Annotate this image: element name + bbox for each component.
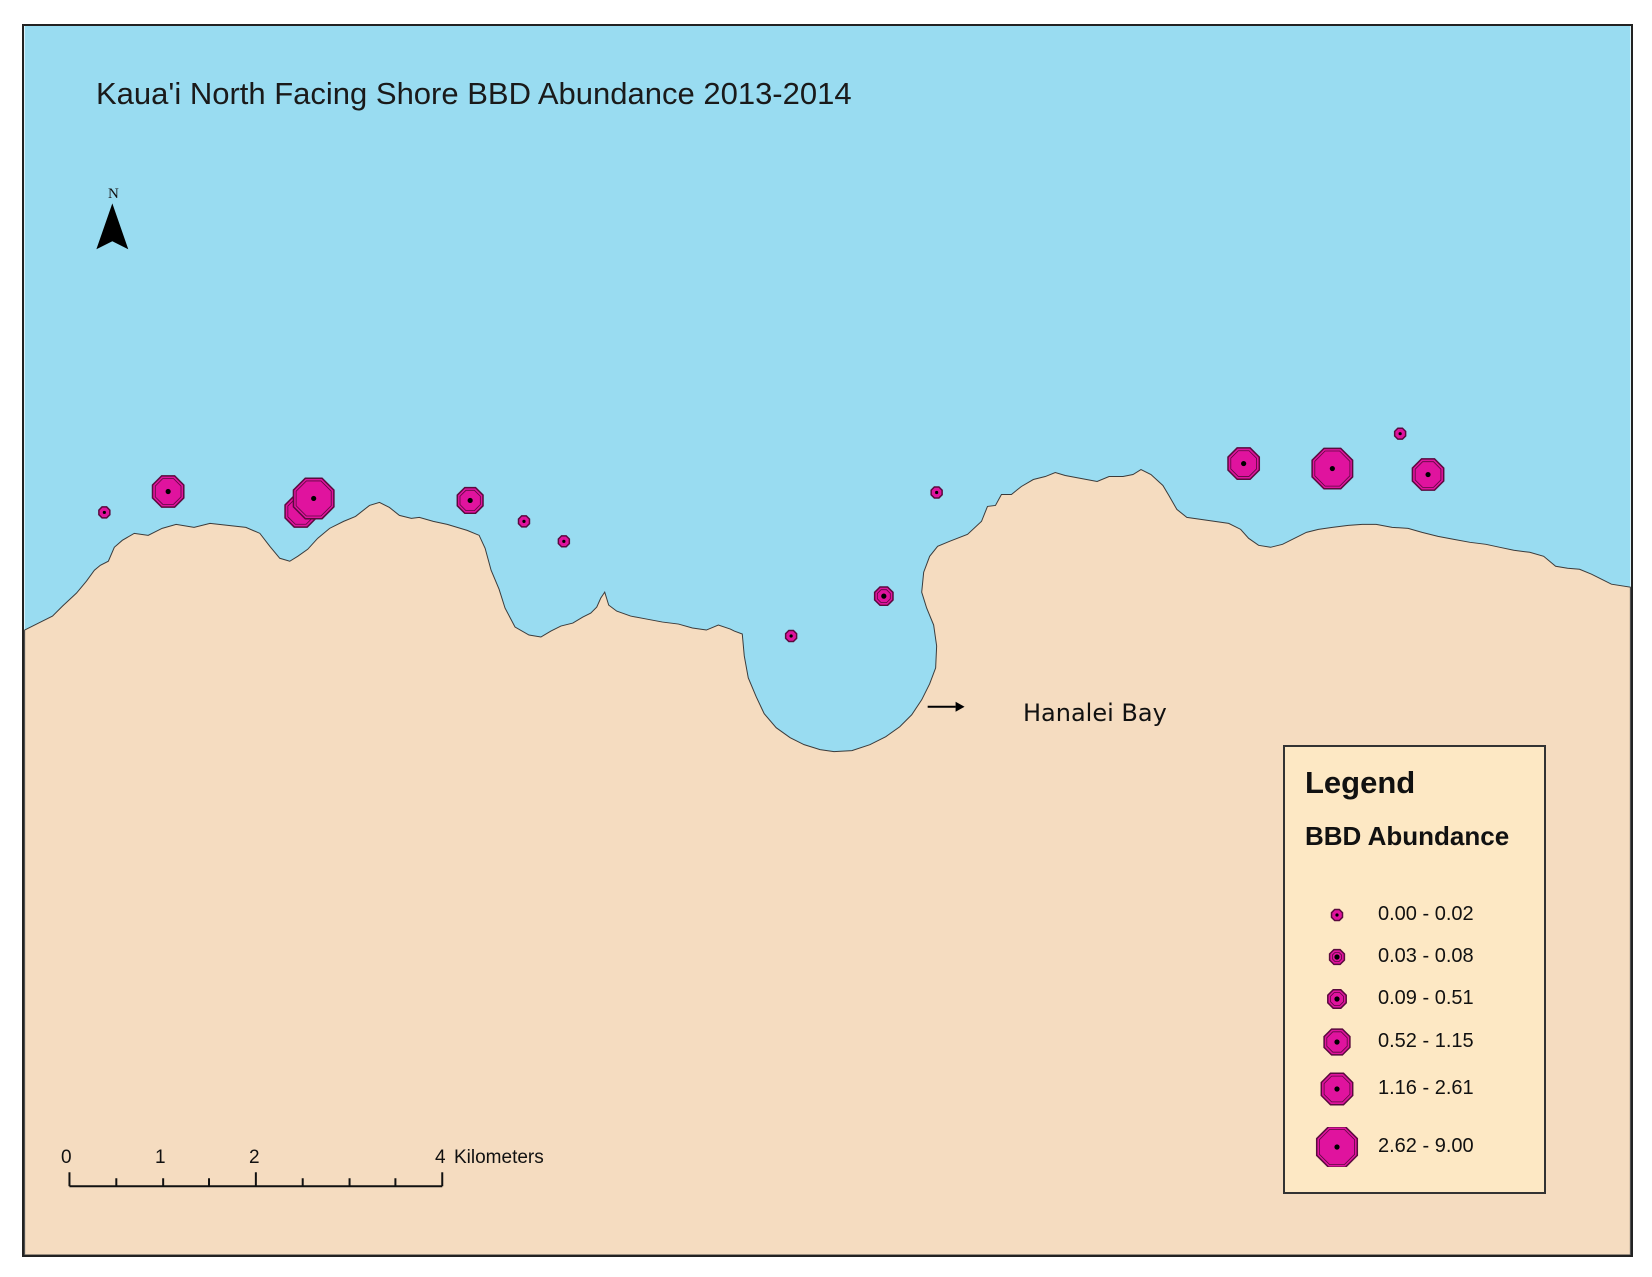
scale-tick-1: 1 <box>155 1147 166 1168</box>
site-marker <box>1393 427 1407 440</box>
legend-marker <box>1320 1072 1354 1106</box>
hanalei-bay-label: Hanalei Bay <box>1023 699 1167 727</box>
legend-item-label: 0.03 - 0.08 <box>1378 945 1474 967</box>
legend-item-label: 0.09 - 0.51 <box>1378 987 1474 1009</box>
site-marker <box>557 535 571 548</box>
scale-tick-0: 0 <box>61 1147 72 1168</box>
octagon-marker-icon <box>1323 1028 1351 1056</box>
legend-item-label: 2.62 - 9.00 <box>1378 1135 1474 1157</box>
legend-marker <box>1323 1028 1351 1056</box>
north-arrow-icon <box>96 203 129 250</box>
legend-item: 1.16 - 2.61 <box>1285 1069 1544 1109</box>
site-marker <box>456 486 484 515</box>
north-label: N <box>108 186 119 202</box>
legend-item: 0.00 - 0.02 <box>1285 895 1544 935</box>
site-marker <box>517 515 531 528</box>
legend-marker <box>1330 908 1344 922</box>
octagon-marker-icon <box>1328 948 1346 966</box>
legend-marker <box>1328 948 1346 966</box>
site-marker <box>1227 447 1261 480</box>
legend-item: 0.52 - 1.15 <box>1285 1022 1544 1062</box>
scale-tick-4: 4 <box>435 1147 446 1168</box>
site-marker <box>1411 458 1445 491</box>
land-mass <box>24 468 1631 1255</box>
legend-item-label: 1.16 - 2.61 <box>1378 1077 1474 1099</box>
legend-item: 0.09 - 0.51 <box>1285 979 1544 1019</box>
octagon-marker-icon <box>1320 1072 1354 1106</box>
octagon-marker-icon <box>1327 989 1347 1009</box>
legend-panel: Legend BBD Abundance 0.00 - 0.02 0.03 - … <box>1283 745 1546 1194</box>
site-marker <box>151 475 185 508</box>
legend-subtitle: BBD Abundance <box>1305 821 1510 851</box>
octagon-marker-icon <box>1315 1127 1359 1167</box>
site-marker <box>98 506 111 519</box>
site-marker <box>292 477 335 520</box>
site-marker <box>873 586 894 607</box>
hanalei-bay-arrow <box>927 701 965 712</box>
legend-item: 2.62 - 9.00 <box>1285 1127 1544 1167</box>
survey-sites <box>98 427 1445 643</box>
scale-bar <box>68 1172 444 1188</box>
scale-unit: Kilometers <box>454 1147 544 1168</box>
legend-item-label: 0.00 - 0.02 <box>1378 903 1474 925</box>
legend-marker <box>1315 1127 1359 1167</box>
octagon-marker-icon <box>1330 908 1344 922</box>
site-marker <box>784 629 798 643</box>
site-marker <box>1311 447 1354 490</box>
legend-item-label: 0.52 - 1.15 <box>1378 1030 1474 1052</box>
legend-title: Legend <box>1305 765 1416 800</box>
map-title: Kaua'i North Facing Shore BBD Abundance … <box>96 76 852 111</box>
scale-tick-2: 2 <box>249 1147 260 1168</box>
legend-marker <box>1327 989 1347 1009</box>
site-marker <box>930 486 943 499</box>
legend-item: 0.03 - 0.08 <box>1285 937 1544 977</box>
